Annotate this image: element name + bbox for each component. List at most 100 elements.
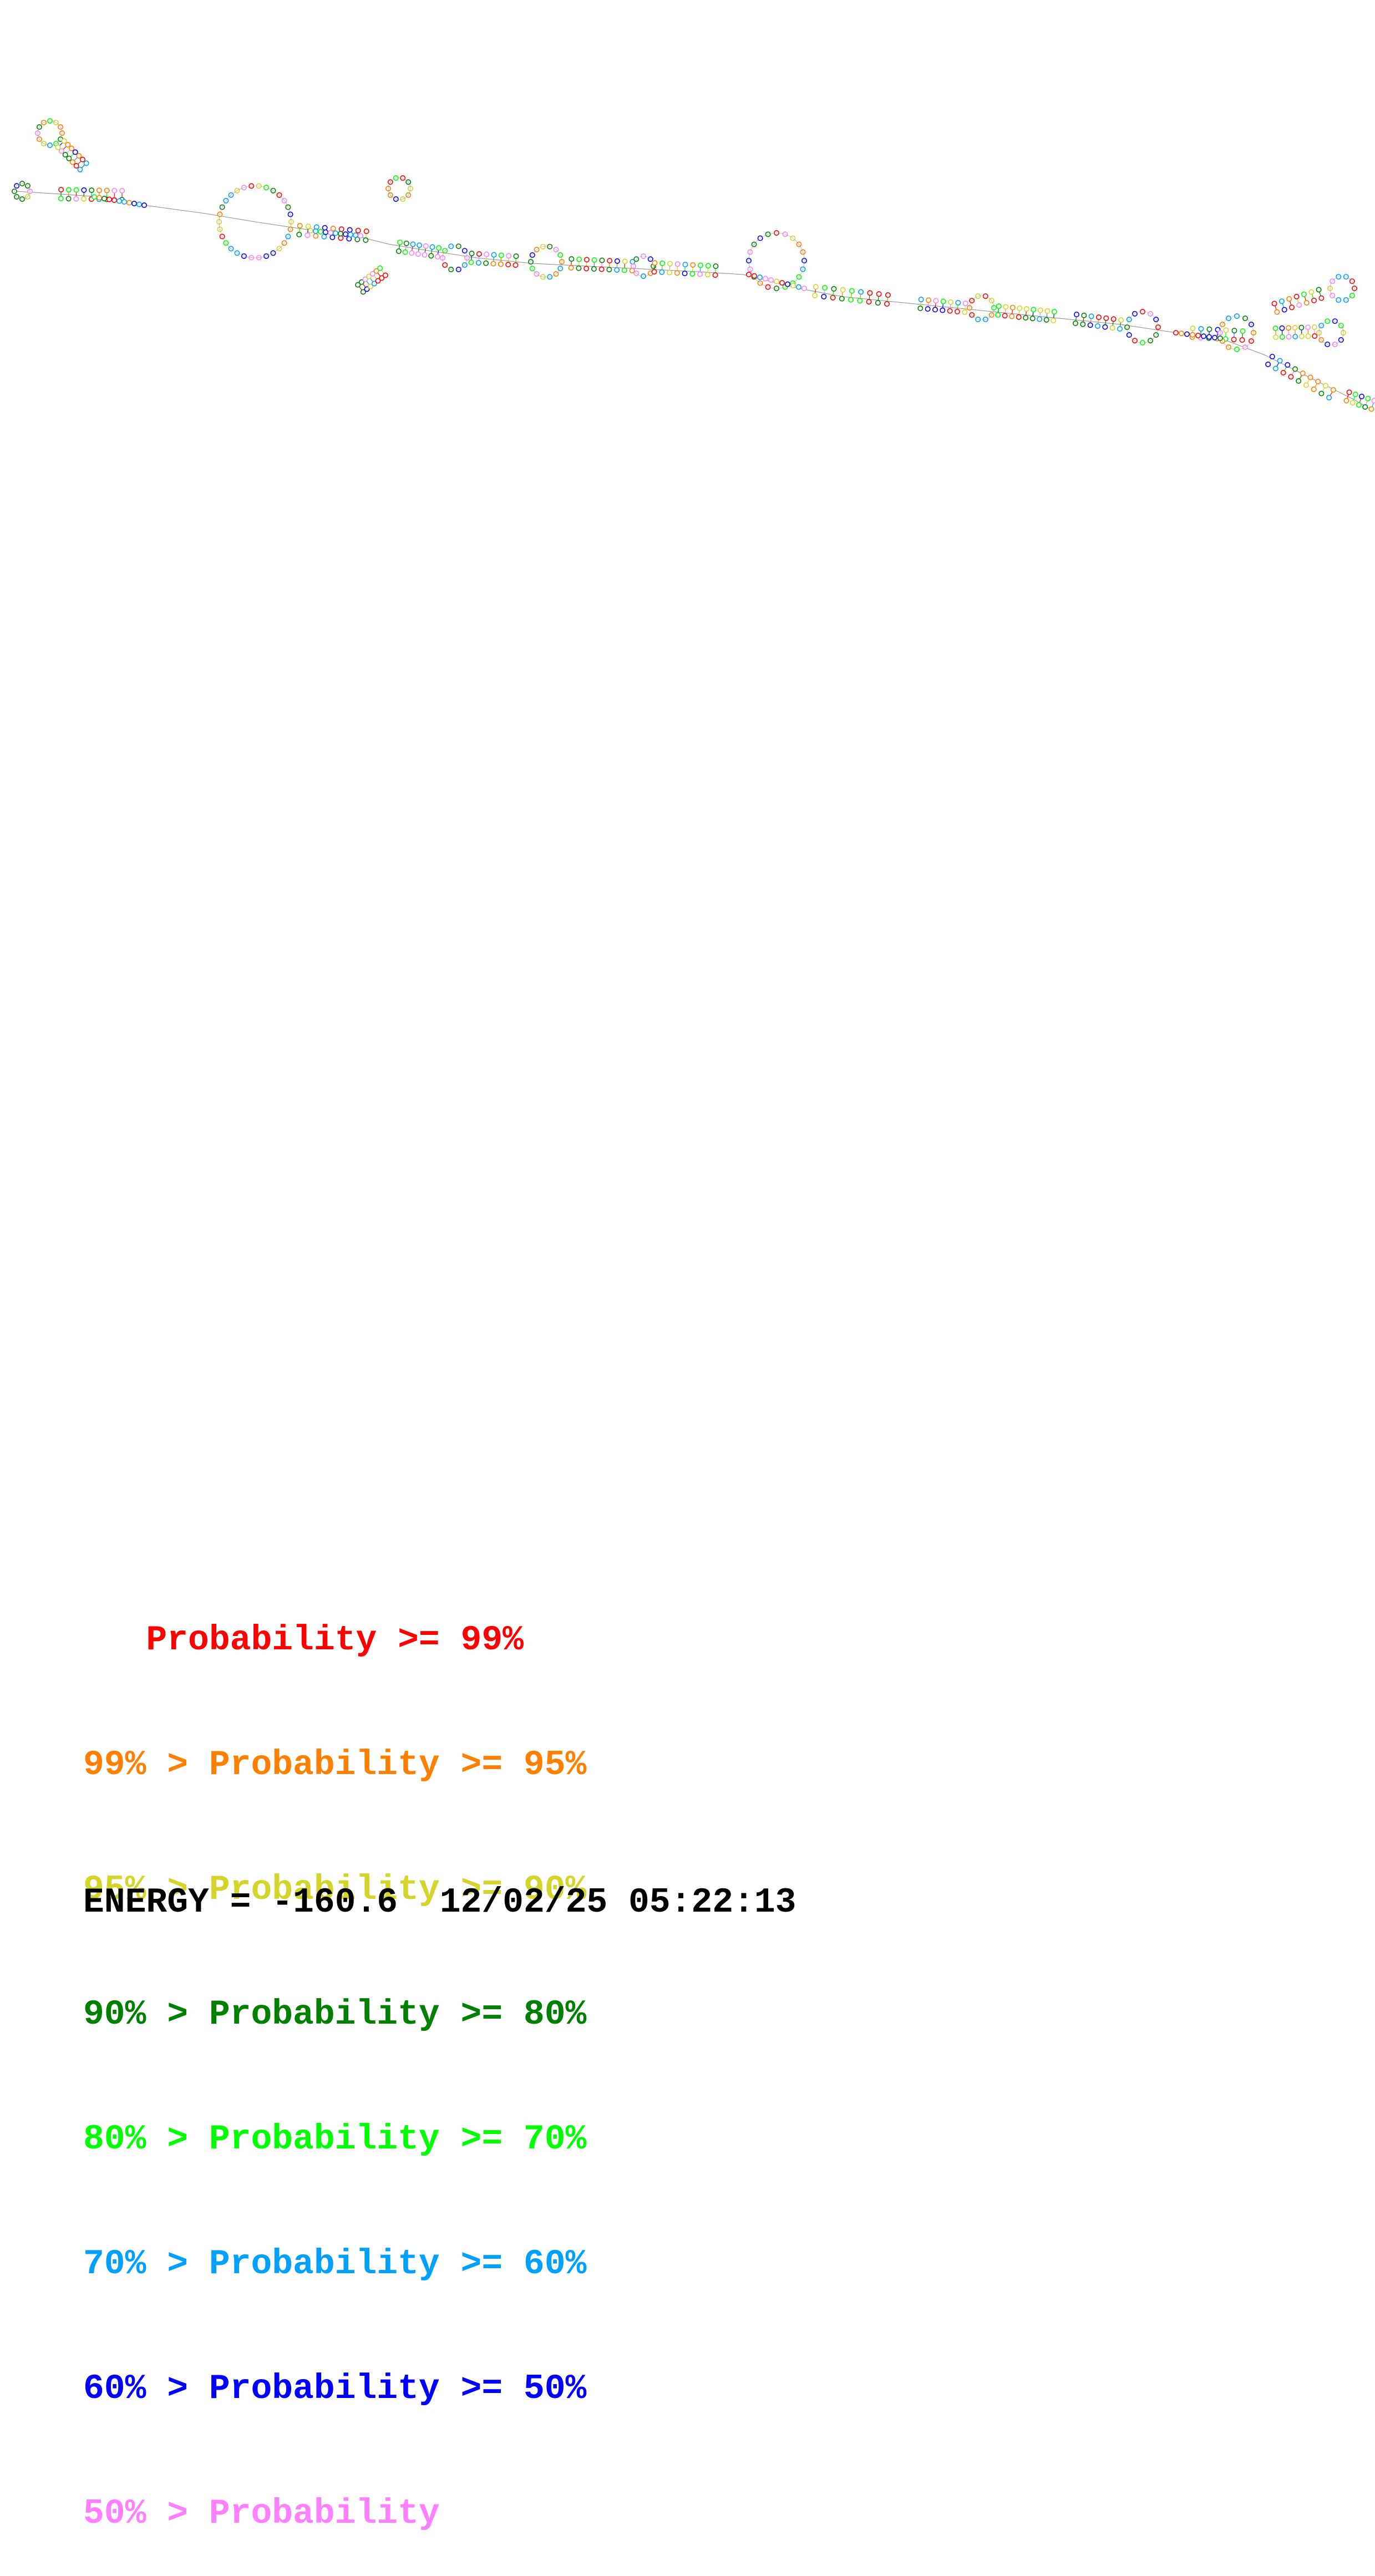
nucleotide [89, 188, 94, 192]
nucleotide [328, 230, 333, 235]
nucleotide [122, 200, 126, 204]
nucleotide [1003, 304, 1008, 309]
nucleotide [706, 272, 710, 277]
nucleotide [403, 250, 407, 254]
legend-row-p99: Probability >= 99% [83, 1619, 586, 1661]
nucleotide [1286, 334, 1291, 339]
nucleotide [667, 270, 672, 275]
nucleotide [925, 307, 930, 311]
nucleotide [73, 150, 77, 154]
nucleotide [758, 275, 762, 280]
nucleotide [918, 306, 922, 311]
nucleotide [659, 270, 664, 275]
nucleotide [484, 261, 488, 265]
legend-text-p60: 70% > Probability >= 60% [83, 2244, 586, 2284]
nucleotide [1369, 407, 1373, 411]
nucleotide [668, 261, 672, 266]
nucleotide [774, 279, 779, 283]
nucleotide [1212, 336, 1217, 340]
nucleotide [322, 235, 326, 239]
nucleotide [297, 232, 301, 237]
nucleotide [814, 284, 818, 289]
nucleotide [308, 228, 313, 233]
nucleotide [1280, 299, 1284, 303]
nucleotide [74, 196, 78, 201]
nucleotide [706, 263, 710, 268]
nucleotide [1300, 334, 1304, 338]
nucleotide [102, 196, 106, 201]
nucleotide [333, 231, 338, 235]
nucleotide [1095, 324, 1100, 328]
nucleotide [435, 255, 440, 259]
nucleotide [499, 262, 503, 266]
nucleotide [698, 272, 702, 276]
legend-text-p99: Probability >= 99% [83, 1620, 524, 1660]
nucleotide [59, 149, 64, 153]
nucleotide [1304, 383, 1308, 387]
legend-text-p95: 99% > Probability >= 95% [83, 1745, 586, 1785]
nucleotide [62, 139, 66, 143]
nucleotide [850, 288, 854, 293]
nucleotide [398, 240, 402, 245]
nucleotide [1287, 297, 1291, 301]
nucleotide [1273, 366, 1278, 370]
hairpin-loop [38, 121, 62, 145]
nucleotide [1038, 308, 1043, 312]
nucleotide [383, 273, 388, 277]
nucleotide [933, 298, 938, 303]
nucleotide [599, 267, 603, 271]
nucleotide [416, 252, 420, 256]
nucleotide [97, 188, 102, 192]
nucleotide [941, 299, 945, 303]
nucleotide [1296, 379, 1301, 383]
nucleotide [1316, 287, 1321, 292]
nucleotide [831, 287, 836, 291]
nucleotide [82, 197, 86, 201]
nucleotide [67, 187, 71, 192]
nucleotide [1282, 307, 1287, 312]
nucleotide [1323, 383, 1328, 388]
nucleotide [1280, 326, 1284, 330]
nucleotide [1372, 398, 1375, 403]
nucleotide [1357, 403, 1361, 407]
nucleotide [330, 235, 334, 240]
nucleotide [1366, 396, 1370, 400]
energy-label: ENERGY = [83, 1883, 272, 1922]
nucleotide [1089, 314, 1093, 318]
nucleotide [1224, 328, 1228, 332]
nucleotide [698, 263, 703, 267]
nucleotide [876, 292, 881, 296]
nucleotide [1031, 316, 1035, 321]
nucleotide [1285, 363, 1290, 367]
nucleotide [607, 267, 611, 272]
nucleotide [615, 259, 620, 263]
energy-footer: ENERGY = -160.6 12/02/25 05:22:13 [83, 1883, 796, 1922]
nucleotide [1097, 315, 1101, 319]
nucleotide [1011, 305, 1015, 309]
nucleotide [813, 293, 817, 298]
nucleotide [1174, 331, 1178, 335]
nucleotide [1179, 331, 1184, 336]
nucleotide [347, 227, 352, 232]
nucleotide [683, 262, 687, 267]
nucleotide [1051, 318, 1056, 323]
nucleotide [1110, 326, 1114, 330]
nucleotide [1074, 312, 1079, 317]
nucleotide [491, 261, 495, 266]
nucleotide [1023, 316, 1028, 320]
nucleotide [429, 253, 433, 258]
nucleotide [424, 244, 428, 248]
nucleotide [1199, 327, 1203, 331]
nucleotide [996, 313, 1000, 317]
nucleotide [1037, 317, 1042, 321]
internal-loop [633, 256, 653, 276]
nucleotide [933, 307, 937, 312]
nucleotide [791, 283, 795, 288]
nucleotide [1104, 316, 1108, 321]
nucleotide [1111, 317, 1115, 321]
nucleotide [469, 251, 474, 256]
nucleotide [55, 145, 60, 149]
nucleotide [1286, 326, 1291, 330]
nucleotide [1231, 337, 1236, 342]
nucleotide [607, 258, 612, 263]
